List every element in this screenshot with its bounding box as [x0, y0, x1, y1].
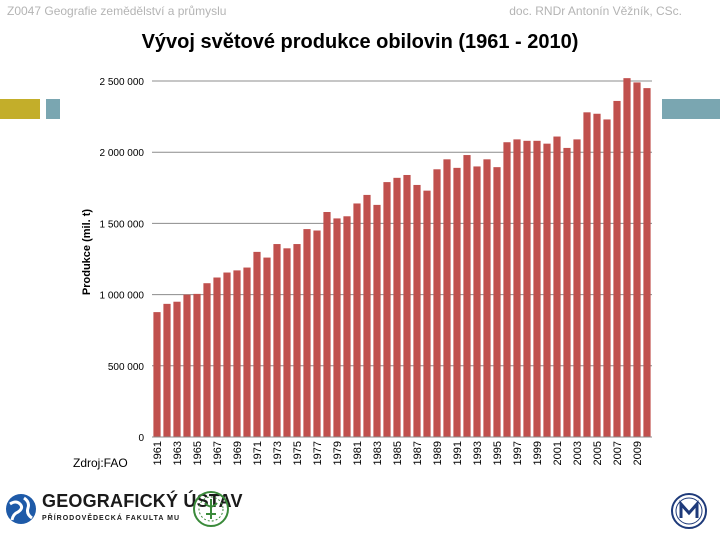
bar-1998 [523, 140, 531, 438]
bar-1984 [383, 182, 391, 437]
bar-1985 [393, 177, 401, 437]
bar-1975 [293, 244, 301, 437]
bar-1991 [453, 167, 461, 437]
faculty-seal-icon [193, 491, 229, 527]
x-tick-label: 1967 [212, 441, 224, 465]
bar-2009 [633, 82, 641, 437]
y-tick-label: 2 500 000 [100, 77, 145, 88]
x-tick-label: 1969 [232, 441, 244, 465]
bar-1966 [203, 283, 211, 437]
course-title: Z0047 Geografie zemědělství a průmyslu [7, 4, 227, 18]
bar-2010 [643, 88, 651, 438]
bar-1982 [363, 194, 371, 437]
globe-icon [6, 494, 36, 524]
bar-1999 [533, 140, 541, 438]
bar-2008 [623, 78, 631, 437]
bar-1970 [243, 267, 251, 437]
faculty-name: PŘÍRODOVĚDECKÁ FAKULTA MU [42, 515, 181, 522]
x-tick-label: 1983 [372, 441, 384, 465]
bar-1977 [313, 230, 321, 437]
bar-1988 [423, 190, 431, 437]
bar-2004 [583, 112, 591, 437]
x-axis-ticks: 1961 1963 1965 1967 1969 1971 1973 1975 1977 1979… [152, 441, 644, 465]
bar-1979 [333, 218, 341, 437]
bar-1992 [463, 155, 471, 437]
x-tick-label: 1977 [312, 441, 324, 465]
x-tick-label: 1995 [492, 441, 504, 465]
x-tick-label: 1999 [532, 441, 544, 465]
chart-title: Vývoj světové produkce obilovin (1961 - … [142, 31, 579, 53]
y-tick-label: 1 000 000 [100, 291, 145, 302]
bar-1976 [303, 229, 311, 437]
x-tick-label: 2003 [572, 441, 584, 465]
bar-2007 [613, 100, 621, 437]
x-tick-label: 2007 [612, 441, 624, 465]
bar-1987 [413, 184, 421, 437]
x-tick-label: 2001 [552, 441, 564, 465]
bar-2000 [543, 143, 551, 437]
bar-1974 [283, 248, 291, 437]
bar-1967 [213, 277, 221, 437]
geographic-institute-logo: GEOGRAFICKÝ ÚSTAV PŘÍRODOVĚDECKÁ FAKULTA… [4, 488, 243, 532]
x-tick-label: 1979 [332, 441, 344, 465]
institute-name: GEOGRAFICKÝ ÚSTAV [42, 491, 243, 511]
source-label: Zdroj:FAO [73, 456, 128, 470]
bar-2001 [553, 136, 561, 437]
x-tick-label: 1987 [412, 441, 424, 465]
y-tick-label: 500 000 [108, 362, 145, 373]
x-tick-label: 1991 [452, 441, 464, 465]
bar-1983 [373, 204, 381, 437]
bar-1978 [323, 212, 331, 437]
bar-2002 [563, 147, 571, 438]
bar-1980 [343, 216, 351, 437]
bar-1973 [273, 244, 281, 437]
x-tick-label: 2005 [592, 441, 604, 465]
masaryk-university-seal-icon [671, 493, 707, 529]
x-tick-label: 1963 [172, 441, 184, 465]
bar-1961 [153, 312, 161, 437]
y-tick-label: 0 [138, 433, 144, 444]
bar-1972 [263, 257, 271, 437]
x-tick-label: 2009 [632, 441, 644, 465]
bar-1964 [183, 294, 191, 437]
bar-1962 [163, 303, 171, 437]
bar-1989 [433, 169, 441, 437]
bar-1986 [403, 174, 411, 437]
bar-1990 [443, 159, 451, 437]
decor-bar-teal-left [46, 99, 60, 119]
bar-1965 [193, 293, 201, 437]
bar-1995 [493, 167, 501, 438]
y-axis-label: Produkce (mil. t) [81, 209, 93, 296]
bar-2005 [593, 113, 601, 437]
bar-1968 [223, 272, 231, 437]
bar-2006 [603, 119, 611, 437]
bar-1994 [483, 159, 491, 437]
y-tick-label: 2 000 000 [100, 148, 145, 159]
x-tick-label: 1975 [292, 441, 304, 465]
x-tick-label: 1973 [272, 441, 284, 465]
x-tick-label: 1993 [472, 441, 484, 465]
x-tick-label: 1971 [252, 441, 264, 465]
bar-1997 [513, 139, 521, 437]
y-axis-ticks: 0 500 000 1 000 000 1 500 000 2 000 000 2 500… [100, 77, 145, 444]
bar-1969 [233, 270, 241, 437]
author-name: doc. RNDr Antonín Věžník, CSc. [509, 4, 682, 18]
x-tick-label: 1981 [352, 441, 364, 465]
bar-1996 [503, 142, 511, 437]
y-tick-label: 1 500 000 [100, 219, 145, 230]
bar-2003 [573, 139, 581, 437]
x-tick-label: 1985 [392, 441, 404, 465]
decor-bar-olive [0, 99, 40, 119]
bar-1963 [173, 301, 181, 437]
bar-1981 [353, 203, 361, 437]
x-tick-label: 1961 [152, 441, 164, 465]
decor-bar-teal-right [662, 99, 720, 119]
bar-1993 [473, 166, 481, 437]
bars [153, 78, 651, 438]
bar-1971 [253, 251, 261, 437]
x-tick-label: 1965 [192, 441, 204, 465]
x-tick-label: 1989 [432, 441, 444, 465]
x-tick-label: 1997 [512, 441, 524, 465]
